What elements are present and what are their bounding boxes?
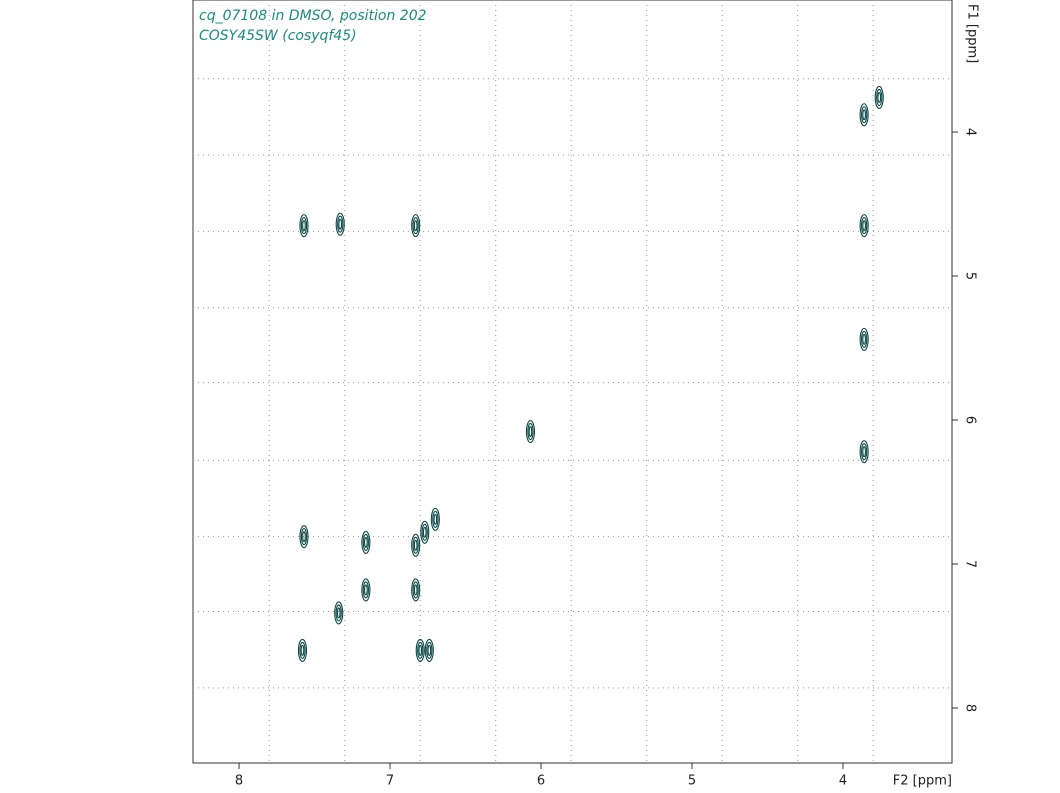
x-tick-label: 8 bbox=[235, 774, 243, 789]
cross-peak bbox=[859, 440, 869, 464]
y-tick-label: 4 bbox=[963, 128, 978, 136]
contour-line bbox=[412, 536, 419, 554]
contour-line bbox=[415, 638, 425, 662]
contour-line bbox=[413, 584, 418, 596]
cross-peak bbox=[297, 638, 308, 662]
contour-line bbox=[302, 531, 306, 543]
contour-line bbox=[411, 578, 421, 602]
plot-frame bbox=[192, 0, 953, 764]
contour-line bbox=[418, 644, 423, 656]
contour-line bbox=[299, 641, 306, 659]
y-tick-label: 8 bbox=[963, 704, 978, 712]
contour-line bbox=[420, 520, 430, 544]
contour-line bbox=[525, 419, 536, 444]
contour-line bbox=[424, 638, 434, 662]
contour-line bbox=[364, 536, 368, 548]
contour-line bbox=[426, 641, 433, 659]
contour-line bbox=[422, 526, 427, 538]
cross-peak bbox=[525, 419, 536, 444]
y-tick-label: 6 bbox=[963, 416, 978, 424]
contour-line bbox=[859, 327, 869, 351]
contour-line bbox=[430, 507, 440, 531]
x-axis-label: F2 [ppm] bbox=[893, 774, 952, 789]
contour-line bbox=[860, 217, 868, 235]
cross-peak bbox=[859, 327, 869, 351]
contour-line bbox=[300, 217, 308, 235]
contour-line bbox=[862, 333, 866, 345]
contour-line bbox=[334, 601, 344, 625]
contour-line bbox=[362, 533, 370, 551]
contour-line bbox=[413, 220, 418, 232]
contour-line bbox=[432, 510, 439, 528]
cross-peak bbox=[874, 85, 884, 110]
chart-title: cq_07108 in DMSO, position 202 bbox=[199, 8, 427, 24]
y-tick-label: 5 bbox=[963, 272, 978, 280]
contour-line bbox=[412, 581, 419, 599]
contour-line bbox=[859, 103, 869, 127]
cross-peak bbox=[334, 601, 344, 625]
contour-line bbox=[862, 109, 866, 121]
cross-peak bbox=[859, 214, 869, 238]
contour-line bbox=[859, 214, 869, 238]
contour-line bbox=[859, 440, 869, 464]
contour-line bbox=[527, 422, 534, 441]
cross-peak bbox=[361, 530, 371, 554]
contour-line bbox=[299, 214, 309, 238]
contour-line bbox=[862, 220, 866, 232]
cross-peak bbox=[411, 578, 421, 602]
cross-peak bbox=[859, 103, 869, 127]
cross-peak bbox=[299, 214, 309, 238]
cross-peak bbox=[430, 507, 440, 531]
x-tick-label: 6 bbox=[537, 774, 545, 789]
y-axis-label: F1 [ppm] bbox=[965, 4, 980, 63]
contour-line bbox=[299, 525, 309, 549]
contour-line bbox=[300, 528, 308, 546]
contour-line bbox=[413, 539, 418, 551]
contour-line bbox=[297, 638, 308, 662]
contour-line bbox=[876, 88, 883, 107]
contour-line bbox=[860, 443, 868, 461]
contour-line bbox=[335, 212, 345, 236]
cross-peak bbox=[335, 212, 345, 236]
contour-line bbox=[361, 530, 371, 554]
contour-line bbox=[335, 604, 342, 622]
x-tick-label: 5 bbox=[688, 774, 696, 789]
contour-line bbox=[364, 584, 368, 596]
y-tick-label: 7 bbox=[963, 560, 978, 568]
contour-line bbox=[336, 607, 341, 619]
contour-line bbox=[302, 220, 306, 232]
contour-line bbox=[417, 641, 424, 659]
contour-line bbox=[412, 217, 419, 235]
cross-peak bbox=[411, 533, 421, 557]
contour-line bbox=[338, 218, 343, 230]
contour-line bbox=[421, 523, 428, 541]
chart-subtitle: COSY45SW (cosyqf45) bbox=[199, 28, 357, 44]
cross-peak bbox=[299, 525, 309, 549]
cross-peak bbox=[411, 214, 421, 238]
contour-line bbox=[433, 513, 438, 525]
contour-line bbox=[877, 91, 882, 104]
contour-line bbox=[411, 214, 421, 238]
contour-line bbox=[300, 644, 305, 656]
contour-line bbox=[337, 215, 344, 233]
cross-peak bbox=[415, 638, 425, 662]
contour-line bbox=[874, 85, 884, 110]
cross-peak bbox=[424, 638, 434, 662]
contour-line bbox=[362, 581, 370, 599]
contour-line bbox=[860, 106, 868, 124]
contour-line bbox=[427, 644, 432, 656]
contour-line bbox=[860, 330, 868, 348]
contour-line bbox=[528, 425, 533, 438]
x-tick-label: 7 bbox=[386, 774, 394, 789]
x-tick-label: 4 bbox=[839, 774, 847, 789]
cross-peak bbox=[420, 520, 430, 544]
cross-peak bbox=[361, 578, 371, 602]
contour-line bbox=[411, 533, 421, 557]
contour-line bbox=[862, 446, 866, 458]
contour-line bbox=[361, 578, 371, 602]
